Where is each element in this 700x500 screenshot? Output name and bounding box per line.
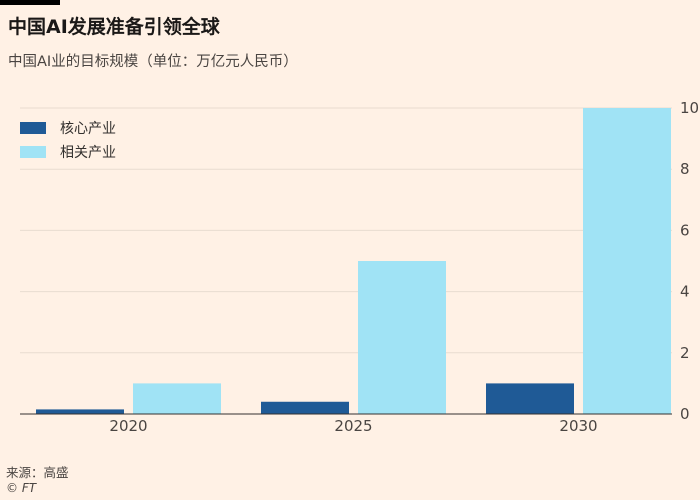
y-tick-label: 10 <box>680 99 699 117</box>
x-tick-label: 2020 <box>109 417 147 435</box>
x-tick-label: 2025 <box>334 417 372 435</box>
y-tick-label: 0 <box>680 405 690 423</box>
legend-swatch-core <box>20 122 46 134</box>
legend: 核心产业 相关产业 <box>20 116 116 164</box>
chart-title: 中国AI发展准备引领全球 <box>8 16 220 38</box>
source-note: 来源：高盛 <box>6 465 69 480</box>
bar-core-2025 <box>261 401 349 414</box>
legend-item-core: 核心产业 <box>20 116 116 140</box>
bar-core-2030 <box>486 383 574 414</box>
y-tick-label: 2 <box>680 344 690 362</box>
bar-core-2020 <box>36 409 124 414</box>
y-tick-label: 8 <box>680 160 690 178</box>
chart-subtitle: 中国AI业的目标规模（单位：万亿元人民币） <box>8 54 298 70</box>
legend-item-related: 相关产业 <box>20 140 116 164</box>
copyright: © FT <box>6 481 37 495</box>
y-tick-label: 6 <box>680 221 690 239</box>
legend-swatch-related <box>20 146 46 158</box>
x-tick-label: 2030 <box>559 417 597 435</box>
brand-bar <box>0 0 60 5</box>
bar-related-2030 <box>583 108 671 414</box>
y-tick-label: 4 <box>680 283 690 301</box>
legend-label-related: 相关产业 <box>60 145 116 161</box>
legend-label-core: 核心产业 <box>60 121 116 137</box>
bar-related-2025 <box>358 261 446 414</box>
bar-related-2020 <box>133 383 221 414</box>
